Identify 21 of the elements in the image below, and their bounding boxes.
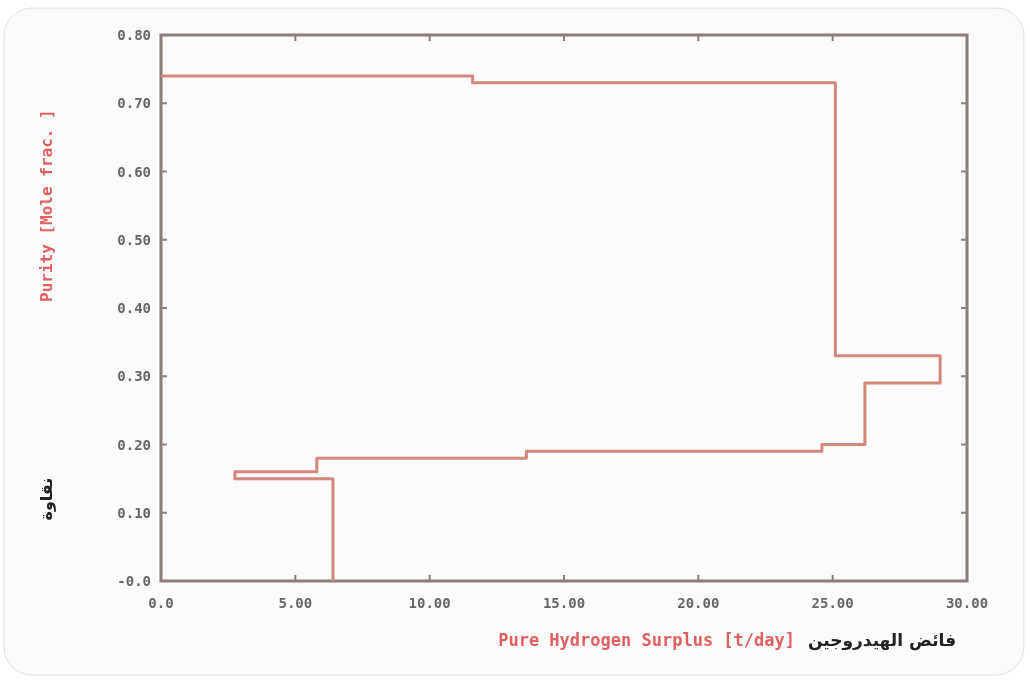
x-tick-label: 30.00 bbox=[945, 595, 989, 611]
x-tick-label: 10.00 bbox=[408, 595, 451, 611]
y-tick-label: -0.0 bbox=[117, 573, 151, 589]
y-tick-label: 0.70 bbox=[117, 95, 151, 112]
text: فائض الهيدروجين bbox=[808, 630, 957, 651]
x-tick-label: 15.00 bbox=[542, 595, 586, 611]
x-tick-label: 5.00 bbox=[278, 595, 313, 611]
y-tick-label: 0.20 bbox=[117, 436, 151, 453]
y-tick-label: 0.80 bbox=[117, 27, 151, 43]
y-tick-label: 0.30 bbox=[117, 368, 151, 385]
x-axis-title: Pure Hydrogen Surplus [t/day] bbox=[498, 630, 795, 650]
x-tick-label: 25.00 bbox=[811, 595, 854, 611]
line-series bbox=[159, 74, 942, 583]
y-tick-label: 0.50 bbox=[117, 231, 151, 248]
x-tick-label: 20.00 bbox=[677, 595, 720, 611]
x-tick-label: 0.0 bbox=[148, 595, 174, 611]
text: نقاوة bbox=[37, 477, 56, 521]
y-tick-label: 0.60 bbox=[117, 163, 151, 180]
y-axis-title: Purity [Mole frac. ] bbox=[37, 109, 56, 302]
y-tick-label: 0.10 bbox=[117, 504, 151, 521]
y-tick-label: 0.40 bbox=[117, 300, 151, 316]
